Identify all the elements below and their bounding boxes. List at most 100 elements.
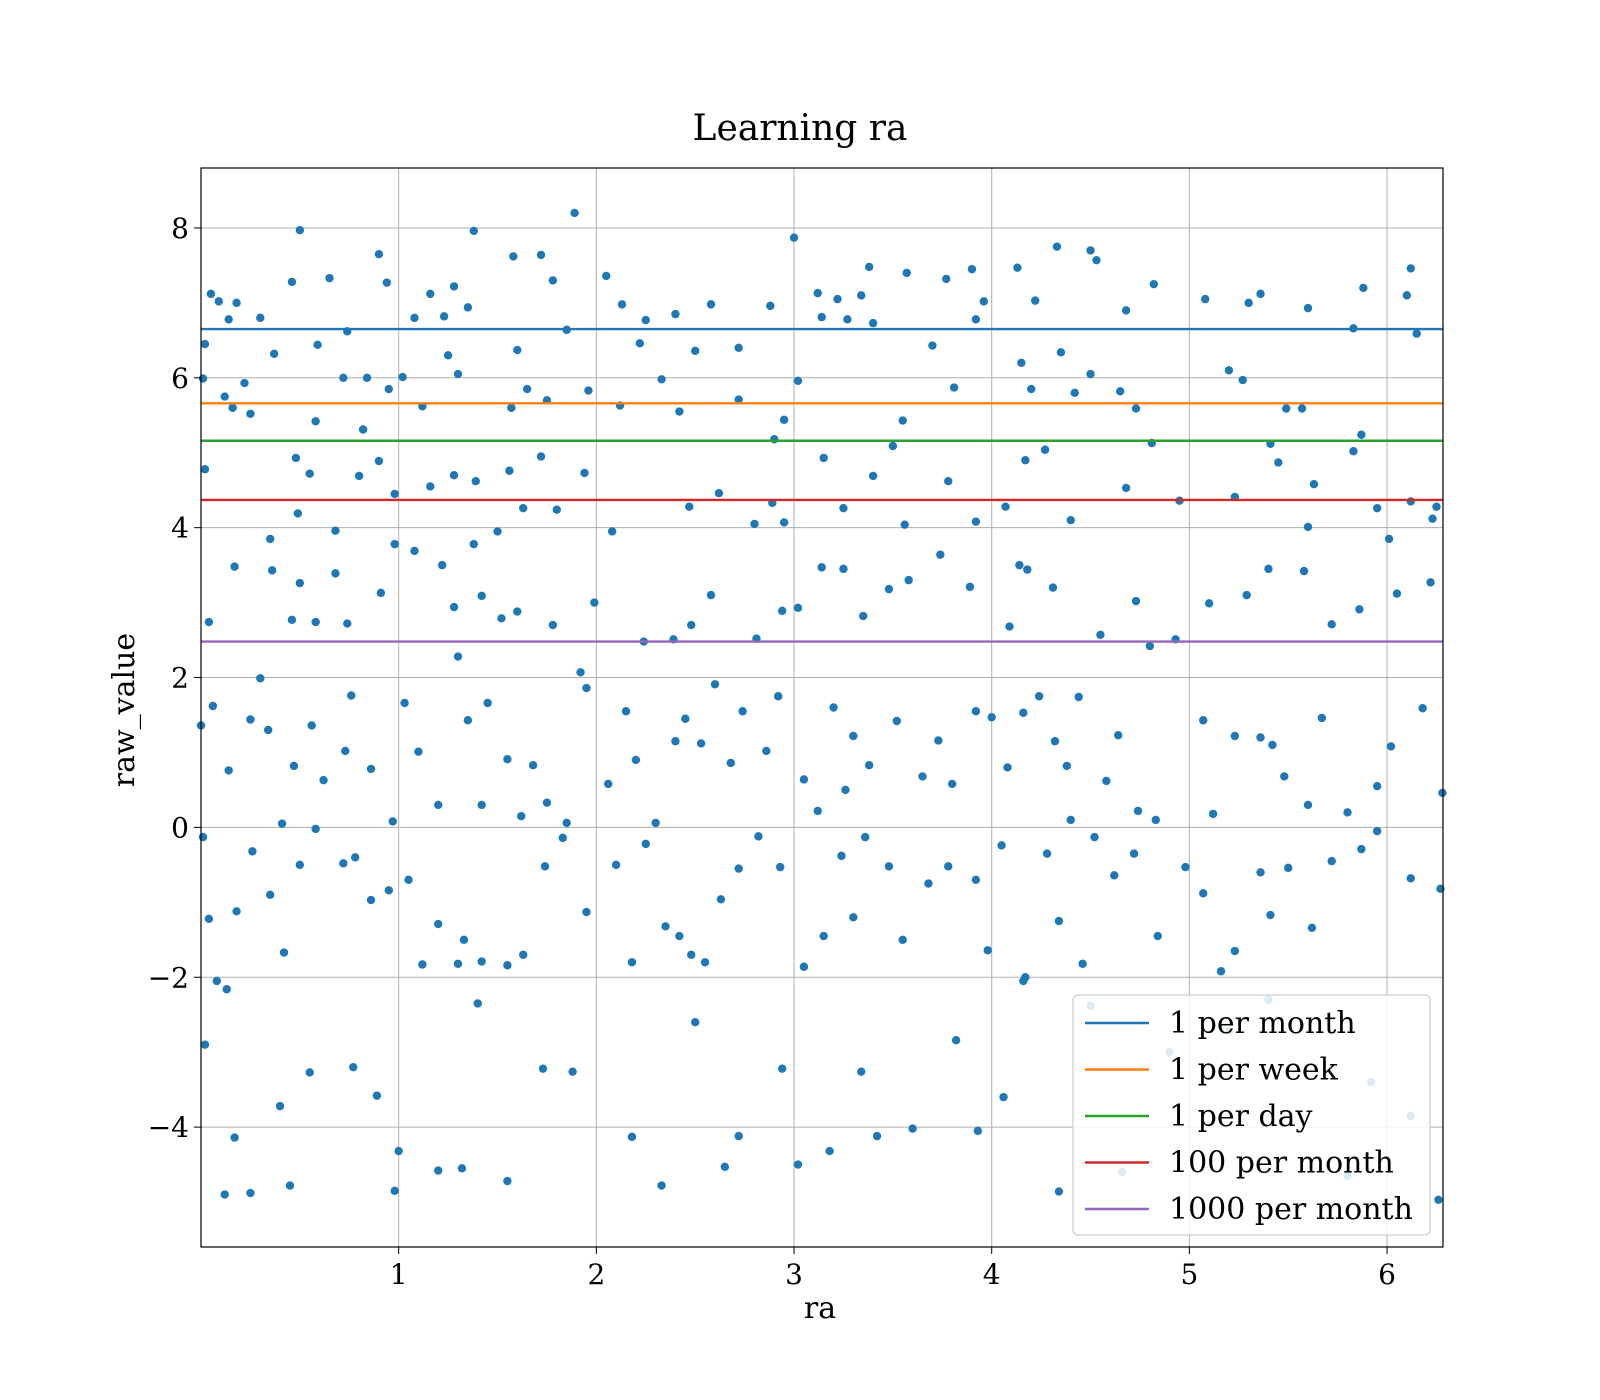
data-point	[908, 1124, 917, 1133]
data-point	[1013, 263, 1022, 272]
data-point	[220, 1190, 229, 1199]
data-point	[1349, 447, 1358, 456]
data-point	[497, 614, 506, 623]
data-point	[293, 509, 303, 518]
data-point	[859, 611, 868, 621]
y-tick-label: 4	[171, 512, 189, 545]
data-point	[779, 518, 789, 527]
data-point	[463, 716, 473, 725]
data-point	[517, 811, 526, 821]
data-point	[426, 482, 435, 491]
data-point	[902, 268, 911, 278]
data-point	[1317, 713, 1327, 723]
data-point	[979, 297, 988, 306]
data-point	[1070, 388, 1079, 397]
data-point	[687, 620, 696, 630]
y-axis-label: raw_value	[107, 633, 142, 787]
data-point	[973, 1126, 983, 1136]
data-point	[944, 862, 953, 871]
data-point	[872, 1131, 882, 1141]
data-point	[621, 707, 631, 716]
data-point	[1256, 733, 1265, 742]
data-point	[766, 301, 775, 311]
data-point	[1392, 589, 1402, 598]
data-point	[434, 1166, 443, 1175]
data-point	[1268, 740, 1277, 750]
legend-label: 100 per month	[1169, 1146, 1394, 1181]
y-tick-label: 8	[171, 212, 189, 245]
data-point	[884, 862, 894, 871]
data-point	[738, 707, 747, 716]
data-point	[898, 935, 907, 944]
data-point	[774, 692, 783, 701]
data-point	[265, 534, 275, 544]
data-point	[1096, 630, 1105, 640]
x-tick-label: 2	[587, 1258, 605, 1291]
data-point	[714, 488, 724, 498]
data-point	[204, 914, 214, 924]
data-point	[269, 349, 279, 359]
data-point	[358, 425, 368, 434]
data-point	[311, 617, 320, 627]
data-point	[841, 785, 850, 795]
data-point	[400, 698, 409, 708]
data-point	[1359, 283, 1368, 293]
data-point	[681, 714, 690, 723]
data-point	[267, 566, 277, 575]
data-point	[341, 746, 350, 756]
data-point	[983, 946, 992, 955]
data-point	[222, 985, 231, 994]
data-point	[528, 760, 538, 770]
data-point	[1062, 761, 1072, 771]
data-point	[287, 615, 297, 625]
data-point	[1092, 255, 1101, 265]
data-point	[418, 960, 427, 969]
data-point	[206, 289, 216, 299]
data-point	[849, 913, 858, 922]
data-point	[837, 851, 846, 861]
data-point	[362, 373, 372, 383]
data-point	[1110, 871, 1119, 880]
data-point	[584, 386, 593, 395]
data-point	[453, 369, 463, 379]
x-tick-label: 3	[785, 1258, 803, 1291]
data-points	[196, 208, 1447, 1204]
data-point	[505, 466, 514, 475]
data-point	[295, 860, 305, 870]
data-point	[1307, 923, 1317, 932]
data-point	[1005, 622, 1014, 631]
data-point	[1115, 387, 1125, 396]
data-point	[898, 416, 907, 425]
data-point	[944, 477, 953, 486]
data-point	[1372, 503, 1382, 513]
data-point	[631, 755, 641, 765]
data-point	[246, 409, 255, 418]
data-point	[228, 403, 237, 412]
data-point	[576, 668, 585, 677]
data-point	[849, 731, 858, 741]
data-point	[568, 1067, 577, 1076]
data-point	[1327, 856, 1336, 866]
data-point	[918, 772, 927, 781]
data-point	[999, 1092, 1008, 1102]
data-point	[641, 839, 650, 849]
data-point	[685, 502, 694, 511]
data-point	[864, 760, 874, 770]
data-point	[339, 373, 348, 383]
data-point	[1244, 298, 1253, 308]
data-point	[538, 1064, 548, 1073]
data-point	[843, 315, 852, 324]
data-point	[1303, 303, 1313, 313]
data-point	[313, 340, 322, 350]
data-point	[319, 775, 328, 785]
data-point	[1052, 242, 1062, 251]
data-point	[1102, 776, 1111, 786]
data-point	[1357, 430, 1366, 439]
data-point	[265, 890, 275, 900]
data-point	[1042, 849, 1052, 858]
data-point	[291, 453, 301, 463]
data-point	[224, 766, 233, 775]
data-point	[947, 779, 957, 789]
data-point	[382, 278, 392, 287]
data-point	[936, 550, 945, 559]
